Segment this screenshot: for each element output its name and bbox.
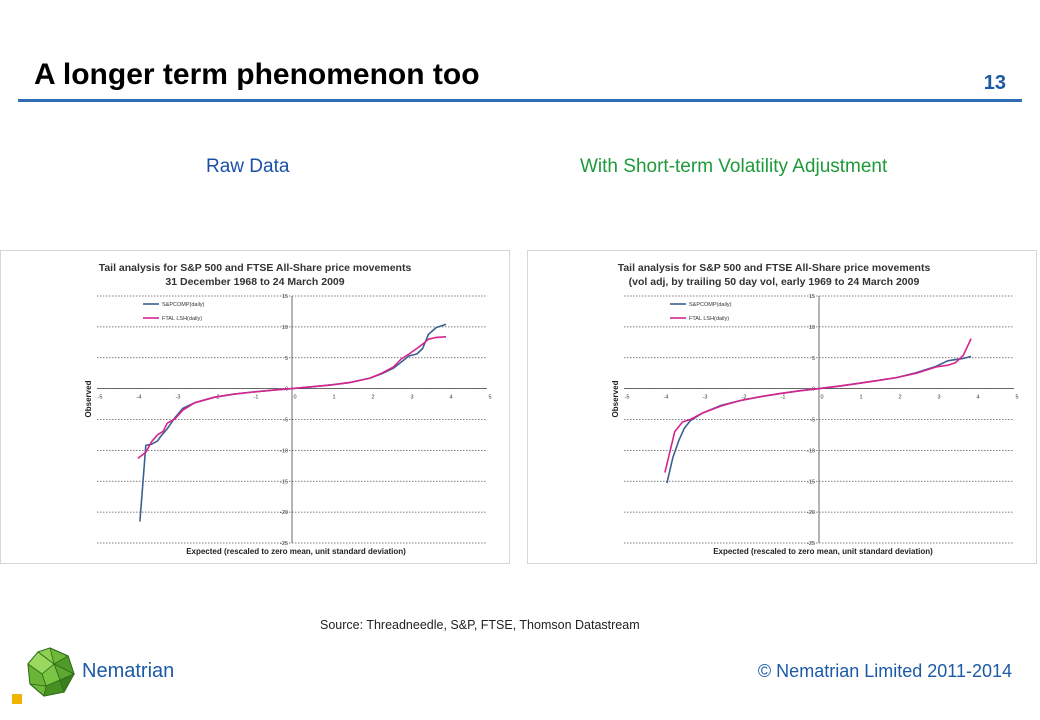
legend-label: FTAL LSH(daily)	[162, 316, 202, 322]
series-line	[139, 323, 447, 522]
x-tick-label: -3	[703, 395, 708, 401]
slide-title: A longer term phenomenon too	[34, 58, 480, 91]
chart-panel-raw: Tail analysis for S&P 500 and FTSE All-S…	[0, 250, 510, 564]
page-number: 13	[983, 72, 1006, 94]
y-tick-label: -15	[280, 479, 288, 485]
x-tick-label: -1	[781, 395, 786, 401]
corner-square	[12, 694, 22, 704]
y-tick-label: -20	[807, 510, 815, 516]
y-tick-label: -10	[807, 448, 815, 454]
y-tick-label: -20	[280, 510, 288, 516]
polyhedron-logo-icon	[27, 647, 75, 697]
x-tick-label: 5	[488, 395, 491, 401]
x-tick-label: 5	[1015, 395, 1018, 401]
brand-name: Nematrian	[82, 660, 175, 682]
x-tick-label: -4	[664, 395, 669, 401]
x-tick-label: 1	[859, 395, 862, 401]
chart-subtitle: 31 December 1968 to 24 March 2009	[165, 276, 344, 288]
legend-label: S&PCOMP(daily)	[162, 302, 205, 308]
x-tick-label: 4	[976, 395, 979, 401]
chart-title: Tail analysis for S&P 500 and FTSE All-S…	[618, 262, 931, 274]
y-tick-label: 5	[812, 356, 815, 362]
chart-title: Tail analysis for S&P 500 and FTSE All-S…	[99, 262, 412, 274]
x-tick-label: 4	[449, 395, 452, 401]
x-axis-label: Expected (rescaled to zero mean, unit st…	[713, 547, 933, 556]
y-tick-label: -5	[283, 418, 288, 424]
y-tick-label: -5	[810, 418, 815, 424]
legend-label: S&PCOMP(daily)	[689, 302, 732, 308]
source-note: Source: Threadneedle, S&P, FTSE, Thomson…	[320, 618, 640, 632]
x-tick-label: 0	[820, 395, 823, 401]
x-tick-label: 2	[898, 395, 901, 401]
legend-label: FTAL LSH(daily)	[689, 316, 729, 322]
x-tick-label: 2	[371, 395, 374, 401]
x-tick-label: -5	[98, 395, 103, 401]
copyright: © Nematrian Limited 2011-2014	[757, 661, 1012, 681]
x-tick-label: 0	[293, 395, 296, 401]
y-tick-label: -10	[280, 448, 288, 454]
series-line	[137, 336, 447, 460]
x-axis-label: Expected (rescaled to zero mean, unit st…	[186, 547, 406, 556]
chart-subtitle: (vol adj, by trailing 50 day vol, early …	[629, 276, 920, 288]
chart-vol-adjusted: Tail analysis for S&P 500 and FTSE All-S…	[611, 262, 1019, 556]
series-line	[664, 338, 972, 473]
y-tick-label: 15	[809, 294, 815, 300]
chart-raw: Tail analysis for S&P 500 and FTSE All-S…	[84, 262, 492, 556]
x-tick-label: -1	[254, 395, 259, 401]
x-tick-label: -3	[176, 395, 181, 401]
x-tick-label: 3	[410, 395, 413, 401]
y-tick-label: 15	[282, 294, 288, 300]
x-tick-label: 1	[332, 395, 335, 401]
y-tick-label: 10	[282, 325, 288, 331]
x-tick-label: -5	[625, 395, 630, 401]
title-rule	[18, 99, 1022, 102]
y-axis-label: Observed	[84, 380, 93, 417]
y-tick-label: -15	[807, 479, 815, 485]
x-tick-label: -2	[742, 395, 747, 401]
x-tick-label: 3	[937, 395, 940, 401]
x-tick-label: -4	[137, 395, 142, 401]
y-tick-label: 10	[809, 325, 815, 331]
y-tick-label: 5	[285, 356, 288, 362]
chart-panel-vol-adjusted: Tail analysis for S&P 500 and FTSE All-S…	[527, 250, 1037, 564]
y-axis-label: Observed	[611, 380, 620, 417]
subtitle-vol-adjusted: With Short-term Volatility Adjustment	[580, 156, 888, 177]
y-tick-label: -25	[807, 541, 815, 547]
y-tick-label: -25	[280, 541, 288, 547]
subtitle-raw-data: Raw Data	[206, 156, 290, 177]
